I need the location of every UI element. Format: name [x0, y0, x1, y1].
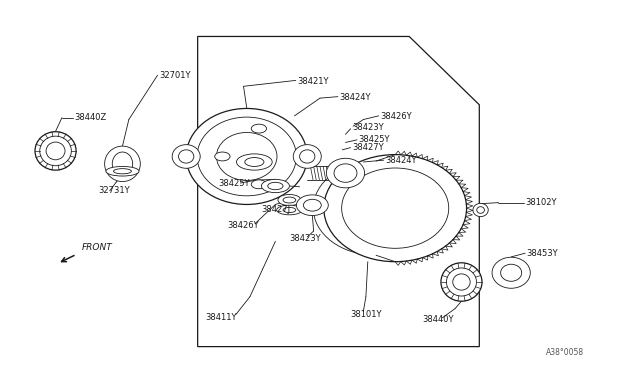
Ellipse shape [283, 197, 296, 203]
Ellipse shape [113, 169, 131, 174]
Ellipse shape [268, 182, 283, 190]
Text: A38°0058: A38°0058 [546, 349, 584, 357]
Text: 38427Y: 38427Y [352, 143, 383, 152]
Text: 38423Y: 38423Y [289, 234, 321, 243]
Text: 38411Y: 38411Y [205, 312, 237, 321]
Text: 38426Y: 38426Y [380, 112, 412, 121]
Text: 38102Y: 38102Y [525, 199, 557, 208]
Text: FRONT: FRONT [82, 243, 113, 253]
Text: 32701Y: 32701Y [159, 71, 191, 80]
Ellipse shape [179, 150, 194, 163]
Ellipse shape [252, 124, 266, 133]
Text: 38425Y: 38425Y [218, 179, 250, 187]
Ellipse shape [106, 166, 139, 176]
Ellipse shape [358, 180, 432, 236]
Ellipse shape [46, 142, 65, 160]
Text: 38453Y: 38453Y [527, 249, 558, 258]
Ellipse shape [186, 109, 307, 205]
Ellipse shape [104, 146, 140, 182]
Text: 38425Y: 38425Y [358, 135, 390, 144]
Text: 38440Z: 38440Z [74, 113, 106, 122]
Ellipse shape [473, 203, 488, 217]
Ellipse shape [334, 164, 357, 182]
Ellipse shape [342, 168, 449, 248]
Ellipse shape [283, 208, 296, 212]
Ellipse shape [293, 145, 321, 168]
Ellipse shape [447, 268, 476, 296]
Ellipse shape [500, 264, 522, 281]
Ellipse shape [237, 154, 272, 170]
Ellipse shape [313, 161, 439, 255]
Ellipse shape [252, 180, 266, 189]
Ellipse shape [261, 179, 289, 193]
Ellipse shape [216, 132, 277, 180]
Ellipse shape [441, 263, 482, 301]
Ellipse shape [326, 158, 365, 188]
Ellipse shape [172, 145, 200, 168]
Text: 38421Y: 38421Y [297, 77, 328, 86]
Text: 38423Y: 38423Y [352, 123, 383, 132]
Text: 38426Y: 38426Y [228, 221, 259, 230]
Ellipse shape [245, 158, 264, 166]
Ellipse shape [197, 117, 296, 196]
Text: 38427J: 38427J [261, 205, 291, 215]
Ellipse shape [492, 257, 531, 288]
Ellipse shape [112, 152, 132, 176]
Text: 38440Y: 38440Y [422, 315, 454, 324]
Ellipse shape [215, 152, 230, 161]
Text: 38424Y: 38424Y [385, 155, 417, 165]
Ellipse shape [324, 155, 467, 262]
Ellipse shape [296, 195, 328, 215]
Ellipse shape [278, 195, 301, 206]
Text: 38424Y: 38424Y [339, 93, 371, 102]
Ellipse shape [40, 136, 71, 166]
Ellipse shape [477, 207, 484, 213]
Ellipse shape [452, 274, 470, 290]
Ellipse shape [276, 205, 302, 215]
Text: 38101Y: 38101Y [351, 310, 382, 319]
Ellipse shape [35, 132, 76, 170]
Text: 32731Y: 32731Y [99, 186, 130, 195]
Ellipse shape [303, 199, 321, 211]
Ellipse shape [300, 150, 315, 163]
Polygon shape [198, 36, 479, 347]
